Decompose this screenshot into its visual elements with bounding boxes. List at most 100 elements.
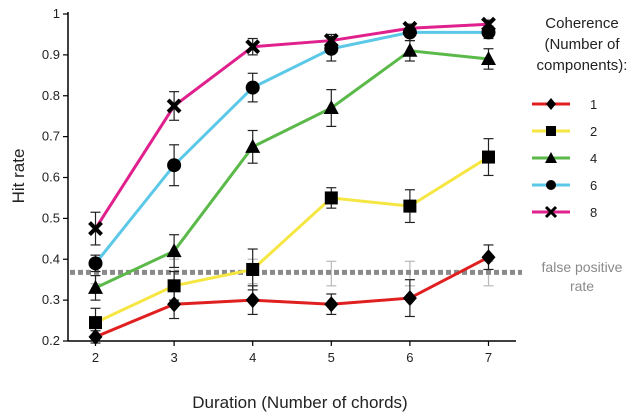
legend: Coherence (Number of components): 1 2 4 6 8 (532, 15, 627, 220)
triangle-marker (88, 279, 104, 294)
triangle-marker (166, 243, 182, 258)
y-tick-label: 0.8 (42, 88, 60, 103)
diamond-marker (324, 296, 339, 313)
data-point-series-2 (403, 199, 417, 213)
data-point-series-8 (481, 16, 496, 32)
circle-marker (245, 80, 260, 95)
data-point-series-1 (88, 328, 103, 345)
legend-title-line: Coherence (545, 15, 618, 32)
cross-stroke (166, 98, 182, 114)
square-marker (403, 199, 417, 213)
data-point-series-6 (245, 80, 260, 95)
x-tick-label: 2 (92, 350, 99, 365)
circle-marker (88, 256, 103, 271)
data-point-series-1 (481, 249, 496, 266)
circle-marker (402, 25, 417, 40)
data-point-series-2 (481, 150, 495, 164)
false-positive-label: false positive rate (542, 259, 623, 294)
series-line-4 (94, 49, 489, 290)
false-positive-label-line: rate (570, 278, 594, 294)
square-marker (481, 150, 495, 164)
legend-marker-2 (546, 126, 556, 136)
data-point-series-2 (167, 279, 181, 293)
legend-label-8: 8 (590, 205, 597, 220)
square-marker (89, 316, 103, 330)
data-point-series-8 (323, 33, 339, 48)
cross-stroke (481, 16, 496, 32)
x-axis-title: Duration (Number of chords) (192, 393, 407, 412)
diamond-marker (245, 292, 260, 309)
data-point-series-8 (402, 20, 418, 36)
legend-label-4: 4 (590, 151, 597, 166)
data-point-series-6 (88, 256, 103, 271)
x-tick-label: 5 (328, 350, 335, 365)
square-marker (546, 126, 556, 136)
legend-title-line: (Number of (544, 36, 620, 53)
cross-stroke (323, 33, 339, 48)
cross-stroke (245, 39, 261, 55)
square-marker (167, 279, 181, 293)
x-tick-label: 3 (170, 350, 177, 365)
false-positive-label-line: false positive (542, 259, 623, 275)
triangle-marker (545, 152, 557, 163)
cross-stroke (544, 205, 558, 219)
triangle-marker (323, 100, 339, 115)
series-line-6 (94, 30, 489, 265)
y-tick-label: 0.6 (42, 170, 60, 185)
y-tick-label: 0.2 (42, 333, 60, 348)
data-point-series-1 (167, 296, 182, 313)
diamond-marker (167, 296, 182, 313)
legend-label-6: 6 (590, 178, 597, 193)
cross-stroke (88, 221, 103, 237)
y-tick-label: 1 (53, 6, 60, 21)
circle-marker (546, 180, 556, 190)
triangle-marker (402, 42, 418, 57)
diamond-marker (88, 328, 103, 345)
data-point-series-1 (245, 292, 260, 309)
x-tick-label: 6 (406, 350, 413, 365)
diamond-marker (481, 249, 496, 266)
legend-label-1: 1 (590, 97, 597, 112)
x-tick-label: 7 (485, 350, 492, 365)
data-point-series-1 (402, 290, 417, 307)
legend-marker-1 (546, 98, 556, 110)
plot-area: 0.2 0.3 0.4 0.5 0.6 0.7 0.8 0.9 1 2 3 4 5 6 7 (42, 6, 522, 365)
square-marker (246, 262, 260, 276)
x-tick-label: 4 (249, 350, 256, 365)
series-line-1 (94, 255, 490, 339)
data-point-series-2 (246, 262, 260, 276)
legend-title-line: components): (537, 57, 628, 74)
y-tick-label: 0.9 (42, 47, 60, 62)
data-point-series-6 (402, 25, 417, 40)
square-marker (324, 191, 338, 205)
cross-stroke (402, 20, 418, 36)
y-axis-title: Hit rate (9, 149, 28, 204)
legend-marker-4 (545, 152, 557, 163)
diamond-marker (546, 98, 556, 110)
data-point-series-4 (245, 138, 261, 153)
y-tick-label: 0.4 (42, 251, 60, 266)
data-point-series-1 (324, 296, 339, 313)
data-point-series-6 (167, 158, 182, 173)
data-point-series-8 (166, 98, 182, 114)
data-point-series-8 (245, 39, 261, 55)
data-point-series-4 (323, 100, 339, 115)
y-tick-label: 0.3 (42, 292, 60, 307)
data-point-series-4 (88, 279, 104, 294)
y-tick-label: 0.7 (42, 129, 60, 144)
data-point-series-4 (402, 42, 418, 57)
legend-label-2: 2 (590, 124, 597, 139)
series-line-2 (94, 155, 490, 324)
circle-marker (167, 158, 182, 173)
series-line-8 (94, 22, 489, 230)
y-tick-label: 0.5 (42, 210, 60, 225)
data-point-series-4 (480, 50, 496, 65)
data-point-series-2 (324, 191, 338, 205)
legend-marker-6 (546, 180, 556, 190)
data-point-series-8 (88, 221, 103, 237)
legend-marker-8 (544, 205, 558, 219)
data-point-series-2 (89, 316, 103, 330)
diamond-marker (402, 290, 417, 307)
data-point-series-4 (166, 243, 182, 258)
